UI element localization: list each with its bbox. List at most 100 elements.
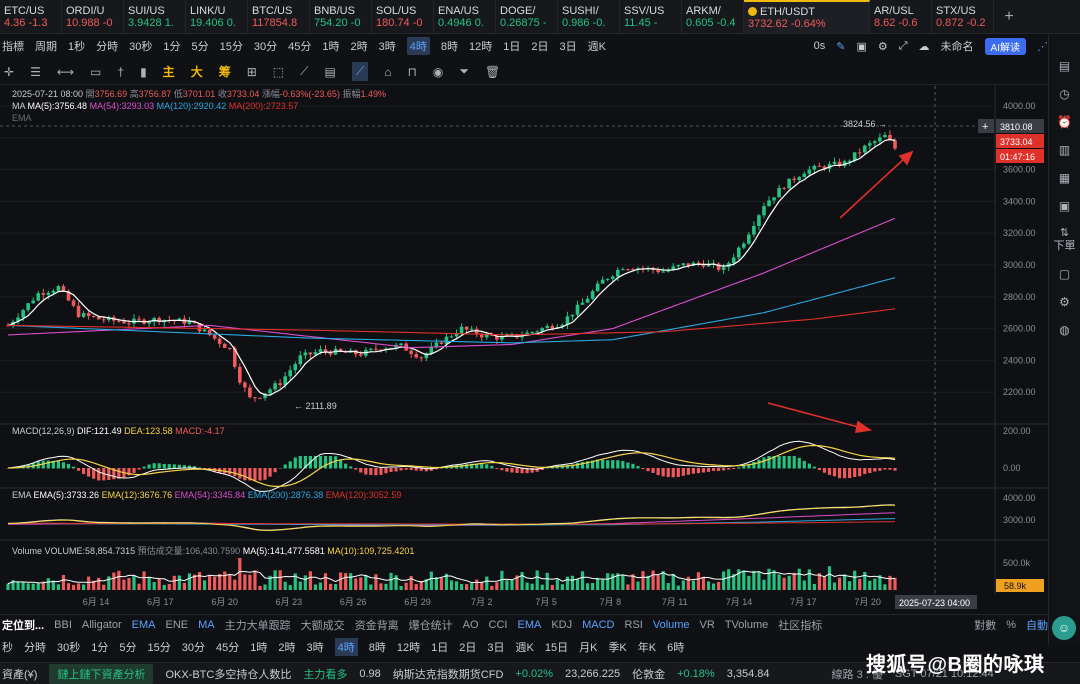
- filter-icon[interactable]: ⏷: [459, 64, 469, 78]
- ticker-item[interactable]: AR/USL 8.62 -0.6: [870, 0, 932, 33]
- indicator-17[interactable]: VR: [699, 618, 715, 631]
- alarm-icon[interactable]: ⏰: [1057, 115, 1072, 129]
- indicator-7[interactable]: 大额成交: [300, 619, 345, 632]
- chart-icon[interactable]: ▥: [1058, 143, 1071, 157]
- order-button[interactable]: ⇅ 下單: [1053, 227, 1076, 252]
- ticker-item-active[interactable]: ETH/USDT 3732.62 -0.64%: [744, 0, 870, 33]
- indicator-1[interactable]: BBI: [54, 618, 72, 631]
- tf-6[interactable]: 15分: [219, 41, 243, 53]
- ai-button[interactable]: AI解读: [984, 37, 1026, 55]
- indicator-19[interactable]: 社区指标: [778, 619, 823, 632]
- chart-canvas[interactable]: 3824.56 →← 2111.894000.003800.003600.003…: [0, 86, 1048, 614]
- indicator-chip-button[interactable]: 筹: [218, 65, 231, 79]
- indicator-3[interactable]: EMA: [131, 618, 156, 631]
- bottom-tf-12[interactable]: 8時: [368, 642, 386, 654]
- ticker-item[interactable]: ARKM/0.605 -0.4: [682, 0, 744, 33]
- add-ticker-icon[interactable]: +: [1004, 7, 1014, 25]
- bottom-tf-16[interactable]: 3日: [487, 642, 505, 654]
- news-1[interactable]: OKX-BTC多空持仓人数比: [165, 668, 292, 681]
- select-tool-icon[interactable]: ⬚: [272, 64, 285, 79]
- bottom-tf-11[interactable]: 4時: [334, 638, 358, 656]
- rect-tool-icon[interactable]: ▭: [90, 64, 102, 79]
- bottom-tf-1[interactable]: 分時: [24, 642, 46, 654]
- bottom-tf-14[interactable]: 1日: [431, 642, 449, 654]
- tf-8[interactable]: 45分: [288, 41, 312, 53]
- magnet-icon[interactable]: ⊓: [407, 64, 417, 79]
- bottom-tf-3[interactable]: 1分: [91, 642, 109, 654]
- tf-0[interactable]: 指標: [2, 41, 24, 53]
- tf-15[interactable]: 1日: [503, 41, 521, 53]
- news-2[interactable]: 纳斯达克指数期货CFD: [392, 668, 504, 681]
- indicator-6[interactable]: 主力大单跟踪: [224, 619, 291, 632]
- bottom-tf-19[interactable]: 月K: [579, 642, 598, 654]
- indicator-16[interactable]: Volume: [652, 618, 690, 631]
- bottom-tf-18[interactable]: 15日: [544, 642, 569, 654]
- tf-1[interactable]: 1秒: [68, 41, 86, 53]
- auto-toggle[interactable]: 自動: [1026, 619, 1048, 632]
- indicator-0[interactable]: 定位到...: [2, 619, 45, 632]
- tf-14[interactable]: 12時: [469, 41, 493, 53]
- ticker-item[interactable]: BTC/US 117854.8: [248, 0, 310, 33]
- tf-10[interactable]: 2時: [350, 41, 368, 53]
- unnamed-layout[interactable]: 未命名: [940, 41, 974, 53]
- bottom-tf-5[interactable]: 15分: [147, 642, 171, 654]
- tf-5[interactable]: 5分: [191, 41, 209, 53]
- bar-chart-icon[interactable]: ▮: [140, 64, 147, 79]
- indicator-12[interactable]: EMA: [517, 618, 542, 631]
- ray-tool-icon[interactable]: ⟷: [56, 64, 75, 79]
- indicator-14[interactable]: MACD: [582, 618, 615, 631]
- indicator-big-button[interactable]: 大: [190, 65, 203, 79]
- indicator-4[interactable]: ENE: [165, 618, 189, 631]
- tf-13[interactable]: 8時: [440, 41, 458, 53]
- indicator-8[interactable]: 资金背离: [354, 619, 399, 632]
- fullscreen-icon[interactable]: ⤢: [898, 39, 908, 52]
- ticker-item[interactable]: SUSHI/0.986 -0.: [558, 0, 620, 33]
- indicator-10[interactable]: AO: [462, 618, 479, 631]
- bottom-tf-13[interactable]: 12時: [396, 642, 421, 654]
- lock-icon[interactable]: ⌂: [384, 64, 392, 79]
- horizontal-line-tool-icon[interactable]: ☰: [30, 64, 41, 79]
- delay-label[interactable]: 0s: [813, 40, 826, 52]
- ticker-item[interactable]: SOL/US 180.74 -0: [372, 0, 434, 33]
- indicator-13[interactable]: KDJ: [551, 618, 573, 631]
- indicator-15[interactable]: RSI: [624, 618, 643, 631]
- asset-analysis-button[interactable]: 鏈上鏈下資產分析: [49, 663, 154, 684]
- tf-12[interactable]: 4時: [406, 37, 430, 55]
- vertical-line-tool-icon[interactable]: †: [117, 64, 125, 79]
- indicator-5[interactable]: MA: [198, 618, 215, 631]
- screenshot-icon[interactable]: ▣: [856, 40, 867, 53]
- ticker-item[interactable]: ENA/US 0.4946 0.: [434, 0, 496, 33]
- tf-17[interactable]: 3日: [559, 41, 577, 53]
- bottom-tf-7[interactable]: 45分: [216, 642, 240, 654]
- fib-tool-icon[interactable]: ▤: [324, 64, 336, 79]
- indicator-2[interactable]: Alligator: [81, 618, 122, 631]
- indicator-main-button[interactable]: 主: [162, 65, 175, 79]
- bottom-tf-4[interactable]: 5分: [119, 642, 137, 654]
- layout-icon[interactable]: ▦: [1058, 171, 1071, 185]
- tf-3[interactable]: 30秒: [129, 41, 153, 53]
- ruler-icon[interactable]: ⟋: [300, 64, 309, 78]
- trend-line-tool-icon[interactable]: ⟋: [351, 62, 369, 81]
- bottom-tf-0[interactable]: 秒: [2, 642, 13, 654]
- user-icon[interactable]: ◍: [1059, 323, 1070, 337]
- bottom-tf-15[interactable]: 2日: [459, 642, 477, 654]
- notes-icon[interactable]: ▤: [1058, 59, 1071, 73]
- ticker-item[interactable]: STX/US 0.872 -0.2: [932, 0, 994, 33]
- mascot-icon[interactable]: ☺: [1052, 616, 1076, 640]
- tf-11[interactable]: 3時: [378, 41, 396, 53]
- tf-2[interactable]: 分時: [96, 41, 119, 53]
- bottom-tf-21[interactable]: 年K: [637, 642, 657, 654]
- crosshair-tool-icon[interactable]: ✛: [4, 64, 15, 79]
- ticker-item[interactable]: ETC/US 4.36 -1.3: [0, 0, 62, 33]
- calendar-icon[interactable]: ▣: [1058, 199, 1071, 213]
- bottom-tf-17[interactable]: 週K: [515, 642, 534, 654]
- bottom-tf-10[interactable]: 3時: [306, 642, 324, 654]
- bottom-tf-22[interactable]: 6時: [667, 642, 685, 654]
- bottom-tf-2[interactable]: 30秒: [57, 642, 81, 654]
- grid-icon[interactable]: ⊞: [246, 64, 257, 79]
- trash-icon[interactable]: 🗑: [485, 64, 501, 79]
- share-icon[interactable]: ⋰: [1037, 40, 1048, 53]
- tf-16[interactable]: 2日: [531, 41, 549, 53]
- pen-icon[interactable]: ✎: [836, 40, 846, 53]
- tf-4[interactable]: 1分: [163, 41, 181, 53]
